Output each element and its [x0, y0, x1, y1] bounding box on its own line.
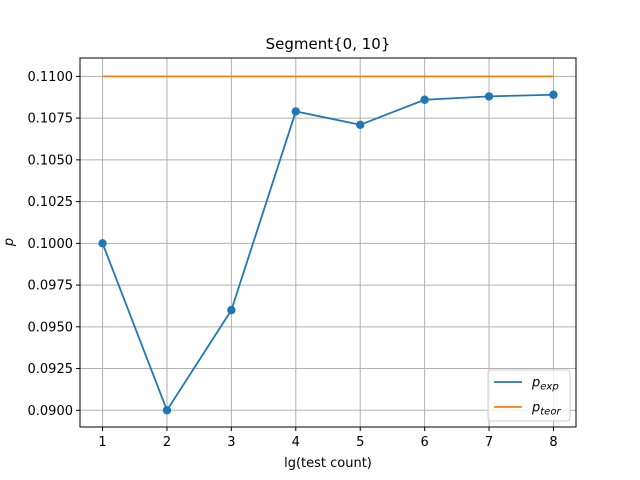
- x-tick-label: 3: [227, 435, 235, 450]
- data-point-exp: [227, 305, 236, 315]
- chart-title: Segment{0, 10}: [266, 35, 391, 53]
- y-tick-label: 0.1000: [28, 237, 74, 252]
- series-line-exp: [101, 93, 554, 412]
- x-tick-label: 8: [549, 435, 557, 450]
- y-tick-label: 0.1100: [28, 70, 74, 85]
- y-tick-label: 0.1075: [28, 112, 74, 127]
- x-axis: 1 2 3 4 5 6 7 8: [98, 427, 558, 450]
- x-tick-label: 1: [98, 435, 106, 450]
- series-markers: [98, 90, 558, 415]
- x-tick-label: 5: [356, 435, 364, 450]
- y-tick-label: 0.1050: [28, 153, 74, 168]
- x-tick-label: 2: [163, 435, 171, 450]
- plot-frame: [79, 57, 577, 428]
- legend-label-main: p: [531, 376, 540, 391]
- data-point-exp: [420, 95, 429, 104]
- x-tick-label: 4: [292, 435, 300, 450]
- data-point-exp: [98, 239, 107, 248]
- legend-label-teor: pteor: [531, 401, 561, 418]
- data-point-exp: [549, 90, 558, 99]
- x-tick-label: 6: [420, 435, 428, 450]
- y-tick-label: 0.0900: [28, 404, 74, 419]
- y-tick-label: 0.1025: [28, 195, 74, 210]
- x-tick-label: 7: [485, 435, 493, 450]
- y-tick-label: 0.0925: [28, 362, 74, 377]
- data-point-exp: [162, 406, 172, 415]
- series-lines: [101, 75, 554, 412]
- data-point-exp: [356, 120, 365, 129]
- legend-label-subscript: teor: [540, 407, 561, 418]
- x-axis-label: lg(test count): [284, 456, 372, 471]
- y-axis-label: p: [2, 238, 17, 247]
- data-point-exp: [484, 92, 494, 101]
- legend-label-subscript: exp: [540, 382, 558, 393]
- y-tick-label: 0.0975: [28, 279, 74, 294]
- legend-label-exp: pexp: [531, 376, 559, 393]
- legend-label-main: p: [531, 401, 540, 416]
- y-tick-label: 0.0950: [28, 320, 74, 335]
- data-point-exp: [291, 107, 300, 116]
- y-axis: 0.0900 0.0925 0.0950 0.0975 0.1000 0.1025 0.10…: [28, 70, 80, 419]
